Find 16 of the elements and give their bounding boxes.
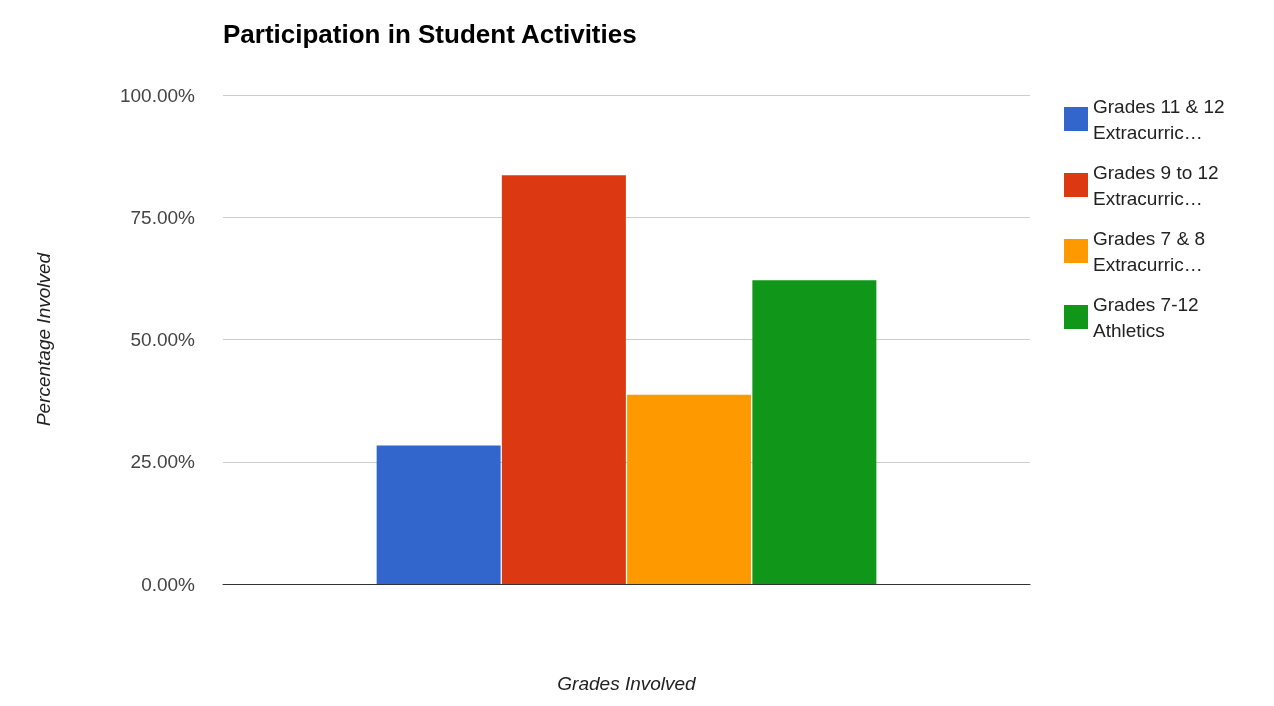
y-tick-label: 50.00% [130,329,196,350]
legend-label: Grades 9 to 12 Extracurric… [1093,161,1224,209]
bar [627,394,752,584]
legend-label: Grades 7-12 Athletics [1093,293,1204,341]
chart-title: Participation in Student Activities [223,19,637,49]
legend-label: Grades 11 & 12 Extracurric… [1093,95,1230,143]
y-tick-label: 75.00% [130,206,196,228]
y-tick-label: 100.00% [119,84,196,106]
bar [752,280,877,584]
y-tick-label: 25.00% [130,451,196,473]
y-tick-label: 0.00% [141,573,196,595]
bar [376,445,501,584]
legend-label: Grades 7 & 8 Extracurric… [1093,227,1211,275]
y-axis-title: Percentage Involved [33,251,54,427]
bar [501,175,626,584]
x-axis-title: Grades Involved [557,673,698,694]
